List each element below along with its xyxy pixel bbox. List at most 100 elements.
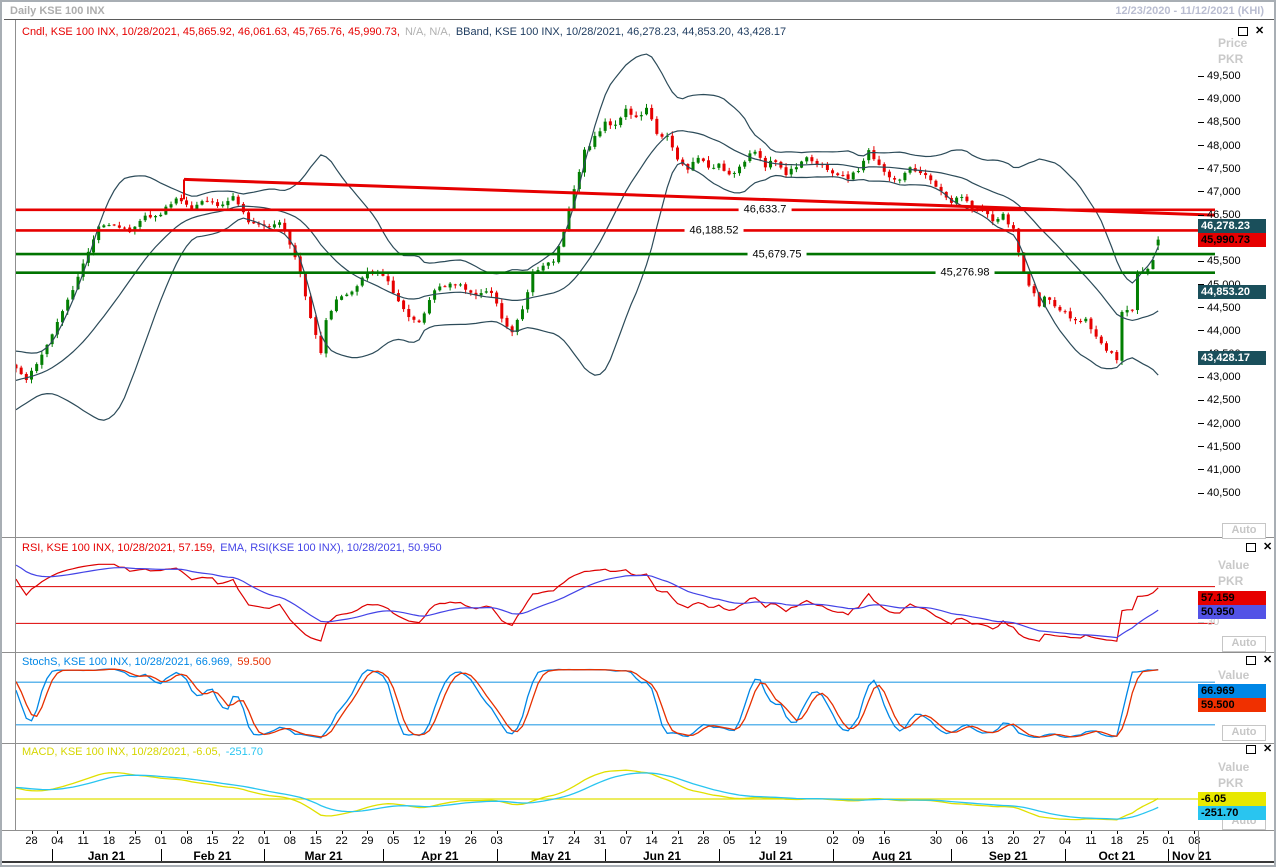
- time-axis-tick: [289, 830, 291, 834]
- axis-value-badge: 66.969: [1198, 684, 1266, 699]
- day-label: 04: [1059, 835, 1072, 847]
- time-axis-tick: [755, 830, 757, 834]
- month-separator: [1168, 849, 1170, 861]
- rsi-axis-auto-button[interactable]: Auto: [1222, 636, 1266, 652]
- rsi-plot[interactable]: [16, 558, 1215, 651]
- time-axis-tick: [367, 830, 369, 834]
- price-level-label: 46,633.7: [738, 203, 792, 217]
- price-level-label: 46,188.52: [684, 224, 744, 238]
- day-label: 17: [542, 835, 555, 847]
- day-label: 18: [1110, 835, 1123, 847]
- month-separator: [1065, 849, 1067, 861]
- stoch-axis-auto-button[interactable]: Auto: [1222, 725, 1266, 741]
- day-label: 30: [929, 835, 943, 847]
- price-axis-tick: 45,500: [1198, 255, 1241, 267]
- day-label: 26: [464, 835, 477, 847]
- day-label: 22: [232, 835, 245, 847]
- close-icon[interactable]: ✕: [1263, 654, 1273, 666]
- price-legend[interactable]: Cndl, KSE 100 INX, 10/28/2021, 45,865.92…: [22, 26, 791, 38]
- legend-segment: N/A, N/A,: [404, 26, 451, 38]
- time-axis-tick: [703, 830, 705, 834]
- close-icon[interactable]: ✕: [1263, 743, 1273, 755]
- month-label: Mar 21: [304, 849, 343, 863]
- maximize-icon[interactable]: [1246, 655, 1256, 665]
- day-label: 07: [619, 835, 632, 847]
- price-axis-tick: 49,500: [1198, 70, 1241, 82]
- rsi-axis-title: Value: [1218, 558, 1250, 572]
- maximize-icon[interactable]: [1238, 26, 1248, 36]
- price-level-label: 45,679.75: [747, 248, 807, 262]
- macd-plot[interactable]: [16, 758, 1215, 829]
- time-axis-tick: [496, 830, 498, 834]
- month-separator: [605, 849, 607, 861]
- day-label: 11: [77, 835, 89, 847]
- price-axis-tick: 41,500: [1198, 441, 1241, 453]
- price-axis-tick: 48,000: [1198, 140, 1241, 152]
- day-label: 03: [490, 835, 503, 847]
- stoch-legend[interactable]: StochS, KSE 100 INX, 10/28/2021, 66.969,…: [22, 656, 276, 668]
- time-axis-tick: [574, 830, 576, 834]
- price-axis-tick: 41,000: [1198, 464, 1241, 476]
- time-axis-tick: [858, 830, 860, 834]
- day-label: 05: [723, 835, 736, 847]
- time-axis-tick: [1013, 830, 1015, 834]
- close-icon[interactable]: ✕: [1255, 25, 1265, 37]
- month-separator: [382, 849, 384, 861]
- price-chart-plot[interactable]: [16, 22, 1215, 527]
- day-label: 06: [955, 835, 968, 847]
- day-label: 28: [697, 835, 710, 847]
- price-axis-auto-button[interactable]: Auto: [1222, 523, 1266, 539]
- legend-segment: MACD, KSE 100 INX, 10/28/2021, -6.05,: [22, 746, 221, 758]
- time-axis-tick: [677, 830, 679, 834]
- time-axis-tick: [729, 830, 731, 834]
- day-label: 08: [180, 835, 193, 847]
- stochastics-plot[interactable]: [16, 666, 1215, 741]
- axis-value-badge: 44,853.20: [1198, 285, 1266, 300]
- axis-value-badge: 46,278.23: [1198, 219, 1266, 234]
- day-label: 18: [102, 835, 116, 847]
- price-axis-tick: 40,500: [1198, 487, 1241, 499]
- time-axis-tick: [1090, 830, 1092, 834]
- day-label: 08: [283, 835, 297, 847]
- day-label: 01: [1162, 835, 1175, 847]
- axis-value-badge: -251.70: [1198, 806, 1266, 821]
- month-separator: [160, 849, 162, 861]
- macd-legend[interactable]: MACD, KSE 100 INX, 10/28/2021, -6.05, -25…: [22, 746, 268, 758]
- time-axis-tick: [1065, 830, 1067, 834]
- time-axis-tick: [599, 830, 601, 834]
- month-separator: [718, 849, 720, 861]
- price-axis-tick: 43,000: [1198, 371, 1241, 383]
- price-axis-tick: 47,000: [1198, 186, 1241, 198]
- day-label: 19: [774, 835, 787, 847]
- month-separator: [264, 849, 266, 861]
- time-axis-tick: [393, 830, 395, 834]
- legend-segment: -251.70: [225, 746, 264, 758]
- time-axis-tick: [160, 830, 162, 834]
- price-axis-tick: 46,500: [1198, 209, 1241, 221]
- maximize-icon[interactable]: [1246, 744, 1256, 754]
- axis-value-badge: 59.500: [1198, 698, 1266, 713]
- close-icon[interactable]: ✕: [1263, 541, 1273, 553]
- month-separator: [951, 849, 953, 861]
- time-axis-tick: [212, 830, 214, 834]
- month-label: Oct 21: [1098, 849, 1136, 863]
- panel-divider: [2, 537, 1274, 538]
- price-axis-unit: PKR: [1218, 52, 1244, 66]
- day-label: 01: [154, 835, 167, 847]
- day-label: 15: [206, 835, 219, 847]
- time-axis-tick: [651, 830, 653, 834]
- rsi-axis-unit: PKR: [1218, 574, 1244, 588]
- month-label: Jul 21: [758, 849, 793, 863]
- macd-panel-window-buttons: ✕: [1246, 743, 1273, 755]
- rsi-legend[interactable]: RSI, KSE 100 INX, 10/28/2021, 57.159, EMA…: [22, 542, 447, 554]
- legend-segment: StochS, KSE 100 INX, 10/28/2021, 66.969,: [22, 656, 233, 668]
- legend-segment: EMA, RSI(KSE 100 INX), 10/28/2021, 50.95…: [220, 542, 442, 554]
- price-level-label: 45,276.98: [935, 266, 995, 280]
- time-axis-tick: [884, 830, 886, 834]
- time-axis-tick: [625, 830, 627, 834]
- axis-value-badge: 57.159: [1198, 591, 1266, 606]
- day-label: 21: [671, 835, 684, 847]
- month-label: Apr 21: [421, 849, 459, 863]
- time-axis-tick: [134, 830, 136, 834]
- maximize-icon[interactable]: [1246, 542, 1256, 552]
